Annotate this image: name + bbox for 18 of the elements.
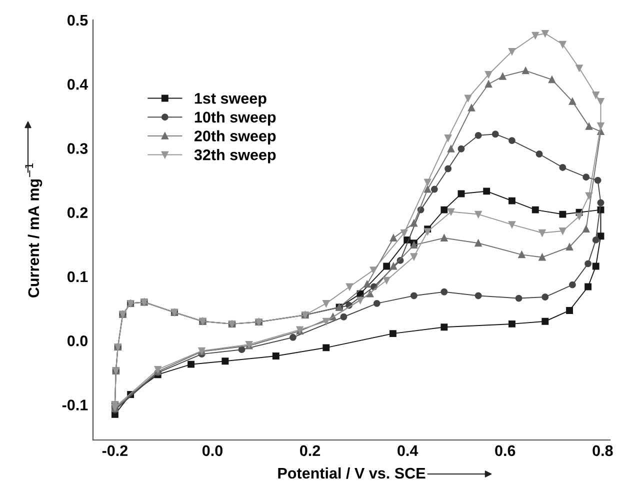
- legend-label: 20th sweep: [194, 130, 276, 144]
- y-tick-label: 0.5: [68, 14, 88, 26]
- legend-label: 32th sweep: [194, 149, 276, 164]
- x-tick-label: 0.4: [398, 445, 418, 456]
- y-tick-label: 0.0: [68, 335, 88, 346]
- x-tick-label: 0.0: [202, 445, 222, 456]
- x-tick-label: 0.2: [300, 445, 320, 456]
- x-tick-label: 0.8: [592, 445, 613, 456]
- y-tick-label: 0.2: [68, 207, 88, 218]
- x-axis-title: Potential / V vs. SCE: [278, 467, 426, 479]
- x-tick-label: -0.2: [102, 445, 128, 456]
- legend-label: 10th sweep: [194, 111, 276, 126]
- legend-label: 1st sweep: [194, 93, 266, 107]
- y-tick-label: 0.4: [68, 78, 88, 90]
- y-tick-label: 0.1: [68, 271, 88, 282]
- x-tick-label: 0.6: [495, 445, 516, 456]
- y-tick-label: 0.3: [68, 143, 88, 154]
- y-tick-label: -0.1: [62, 400, 88, 410]
